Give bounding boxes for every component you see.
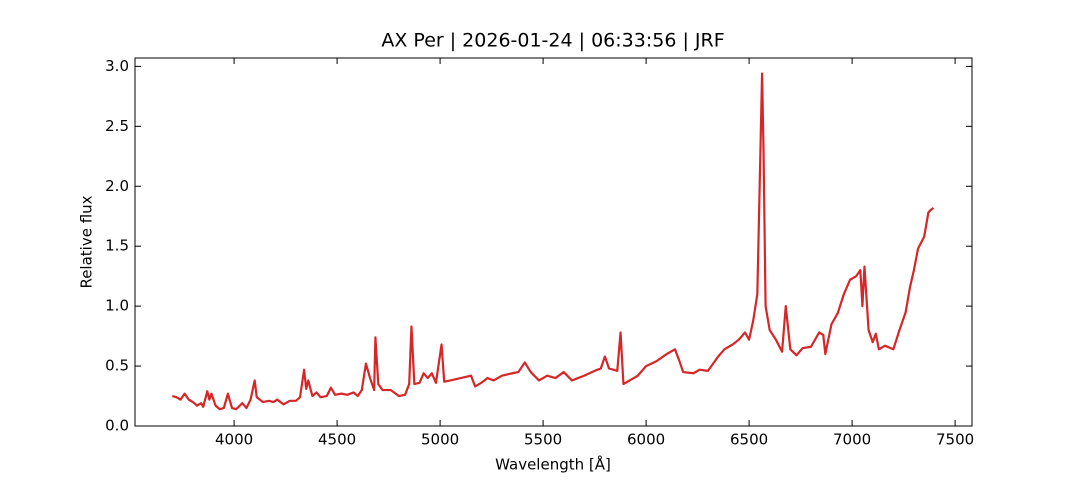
spectrum-line bbox=[171, 72, 935, 411]
x-tick-label: 7000 bbox=[833, 431, 871, 449]
y-axis-label: Relative flux bbox=[78, 195, 96, 288]
x-tick-label: 5000 bbox=[421, 431, 459, 449]
y-tick-label: 2.5 bbox=[105, 117, 129, 135]
x-tick-label: 4500 bbox=[318, 431, 356, 449]
y-tick-label: 0.5 bbox=[105, 357, 129, 375]
x-tick-label: 7500 bbox=[936, 431, 974, 449]
x-axis-label: Wavelength [Å] bbox=[495, 455, 611, 474]
x-tick-label: 5500 bbox=[524, 431, 562, 449]
x-tick-label: 4000 bbox=[215, 431, 253, 449]
y-tick-label: 1.5 bbox=[105, 237, 129, 255]
x-tick-label: 6000 bbox=[627, 431, 665, 449]
y-tick-label: 2.0 bbox=[105, 177, 129, 195]
plot-frame bbox=[134, 57, 973, 427]
y-tick-label: 1.0 bbox=[105, 297, 129, 315]
x-tick-label: 6500 bbox=[730, 431, 768, 449]
chart-title: AX Per | 2026-01-24 | 06:33:56 | JRF bbox=[381, 30, 724, 52]
y-tick-label: 0.0 bbox=[105, 417, 129, 435]
y-tick-label: 3.0 bbox=[105, 57, 129, 75]
